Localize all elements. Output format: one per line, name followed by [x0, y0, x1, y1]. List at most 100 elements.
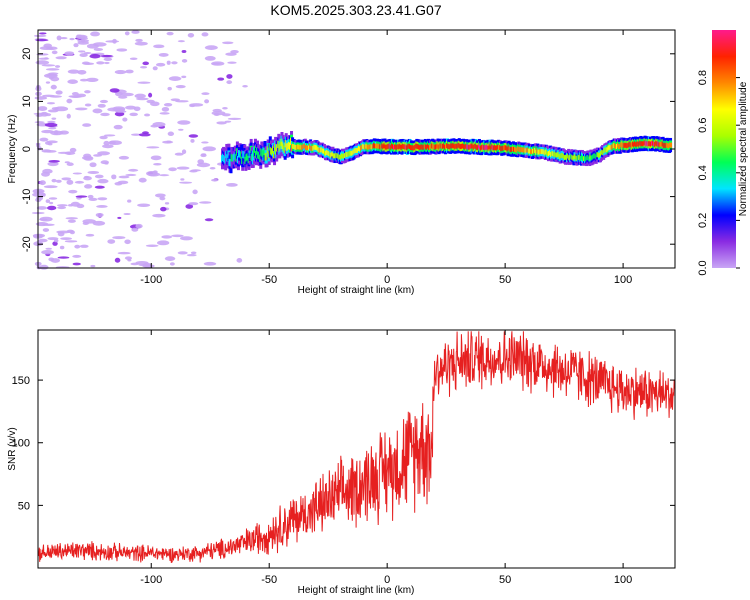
spectrogram-noise-cell [97, 178, 109, 184]
spectrogram-noise-cell [189, 104, 196, 108]
spectrogram-noise-cell [113, 124, 123, 130]
spectrogram-noise-cell [204, 218, 214, 222]
spectrogram-noise-cell [36, 206, 48, 210]
spectrogram-noise-cell [47, 161, 59, 167]
spectrogram-noise-cell [77, 69, 87, 75]
spectrogram-noise-cell [134, 41, 148, 46]
spectrogram-noise-cell [221, 113, 231, 117]
spectrogram-noise-cell [55, 56, 67, 60]
spectrogram-noise-cell [181, 75, 187, 79]
spectrogram-noise-cell [152, 66, 158, 71]
spectrogram-noise-cell [94, 185, 105, 189]
spectrogram-noise-cell [34, 34, 47, 38]
spectrogram-noise-cell [134, 93, 146, 99]
spectrogram-noise-cell [157, 240, 170, 246]
spectrogram-x-tick-label: 100 [614, 274, 632, 286]
spectrogram-noise-cell [76, 93, 87, 98]
spectrogram-noise-cell [90, 31, 100, 37]
spectrogram-noise-cell [213, 112, 220, 116]
spectrogram-noise-cell [60, 37, 68, 40]
spectrogram-noise-cell [154, 193, 166, 198]
spectrogram-noise-cell [54, 239, 59, 243]
spectrogram-noise-cell [168, 167, 177, 172]
spectrogram-noise-cell [177, 40, 186, 43]
spectrogram-noise-cell [88, 197, 98, 201]
spectrogram-y-tick-label: 20 [21, 48, 33, 60]
spectrogram-noise-cell [72, 172, 82, 175]
spectrogram-y-tick-label: 10 [21, 95, 33, 107]
snr-chart: -100 -50 0 50 100 50 100 150 Height of straight… [7, 329, 676, 596]
spectrogram-noise-cell [123, 212, 131, 216]
spectrogram-noise-cell [153, 44, 165, 49]
spectrogram-noise-cell [54, 65, 61, 68]
spectrogram-noise-cell [79, 53, 88, 58]
spectrogram-noise-cell [118, 155, 130, 160]
spectrogram-noise-cell [89, 54, 101, 59]
spectrogram-noise-cell [168, 76, 182, 81]
spectrogram-noise-cell [202, 146, 216, 152]
spectrogram-noise-cell [116, 48, 128, 52]
spectrogram-noise-cell [35, 114, 43, 117]
spectrogram-noise-cell [108, 140, 116, 145]
spectrogram-noise-cell [87, 170, 100, 174]
colorbar-label: Normalized spectral amplitude [738, 81, 749, 216]
spectrogram-noise-cell [35, 60, 50, 65]
spectrogram-noise-cell [145, 171, 158, 176]
spectrogram-noise-cell [85, 77, 99, 82]
spectrogram-noise-cell [48, 159, 60, 163]
spectrogram-noise-cell [35, 91, 42, 97]
spectrogram-noise-cell [70, 201, 81, 207]
spectrogram-noise-cell [75, 34, 88, 40]
spectrogram-noise-cell [230, 50, 239, 54]
spectrogram-noise-cell [96, 61, 105, 65]
spectrogram-noise-cell [171, 61, 178, 65]
snr-y-axis-label: SNR (v/v) [7, 427, 18, 470]
spectrogram-noise-cell [84, 103, 92, 107]
spectrogram-noise-cell [104, 61, 110, 65]
snr-y-tick-label: 100 [12, 438, 30, 450]
spectrogram-noise-cell [117, 180, 129, 185]
spectrogram-noise-cell [186, 254, 197, 257]
spectrogram-noise-cell [41, 250, 54, 255]
spectrogram-noise-cell [125, 69, 134, 74]
spectrogram-noise-cell [35, 38, 49, 42]
spectrogram-noise-cell [185, 204, 194, 209]
spectrogram-noise-cell [47, 205, 57, 211]
spectrogram-noise-cell [148, 92, 153, 98]
spectrogram-noise-cell [174, 152, 184, 156]
spectrogram-noise-cell [90, 264, 96, 268]
spectrogram-noise-cell [209, 166, 216, 170]
spectrogram-noise-cell [57, 256, 70, 259]
spectrogram-noise-cell [73, 43, 79, 48]
spectrogram-noise-cell [212, 108, 222, 113]
spectrogram-noise-cell [118, 95, 128, 99]
spectrogram-noise-cell [66, 98, 73, 104]
spectrogram-noise-cell [166, 60, 171, 65]
spectrogram-noise-cell [211, 178, 219, 182]
spectrogram-noise-cell [177, 251, 188, 255]
spectrogram-noise-cell [41, 171, 50, 177]
spectrogram-noise-cell [129, 112, 138, 117]
spectrogram-noise-cell [66, 179, 74, 185]
spectrogram-noise-cell [57, 231, 65, 237]
spectrogram-noise-cell [72, 262, 81, 266]
spectrogram-noise-cell [47, 120, 56, 124]
spectrogram-noise-cell [81, 38, 86, 43]
spectrogram-noise-cell [102, 144, 114, 149]
spectrogram-noise-cell [67, 219, 76, 223]
spectrogram-noise-cell [129, 57, 138, 61]
spectrogram-noise-cell [124, 31, 130, 36]
spectrogram-noise-cell [114, 70, 127, 75]
spectrogram-noise-cell [45, 199, 51, 203]
spectrogram-noise-cell [131, 30, 140, 34]
spectrogram-noise-cell [84, 90, 91, 94]
spectrogram-noise-cell [201, 141, 209, 144]
spectrogram-noise-cell [84, 184, 93, 189]
spectrogram-noise-cell [167, 131, 175, 137]
spectrogram-noise-cell [39, 216, 53, 222]
spectrogram-noise-cell [164, 256, 176, 261]
spectrogram-noise-cell [203, 261, 217, 266]
spectrogram-noise-cell [135, 260, 149, 265]
spectrogram-noise-cell [47, 109, 59, 113]
spectrogram-x-tick-label: 50 [499, 274, 511, 286]
